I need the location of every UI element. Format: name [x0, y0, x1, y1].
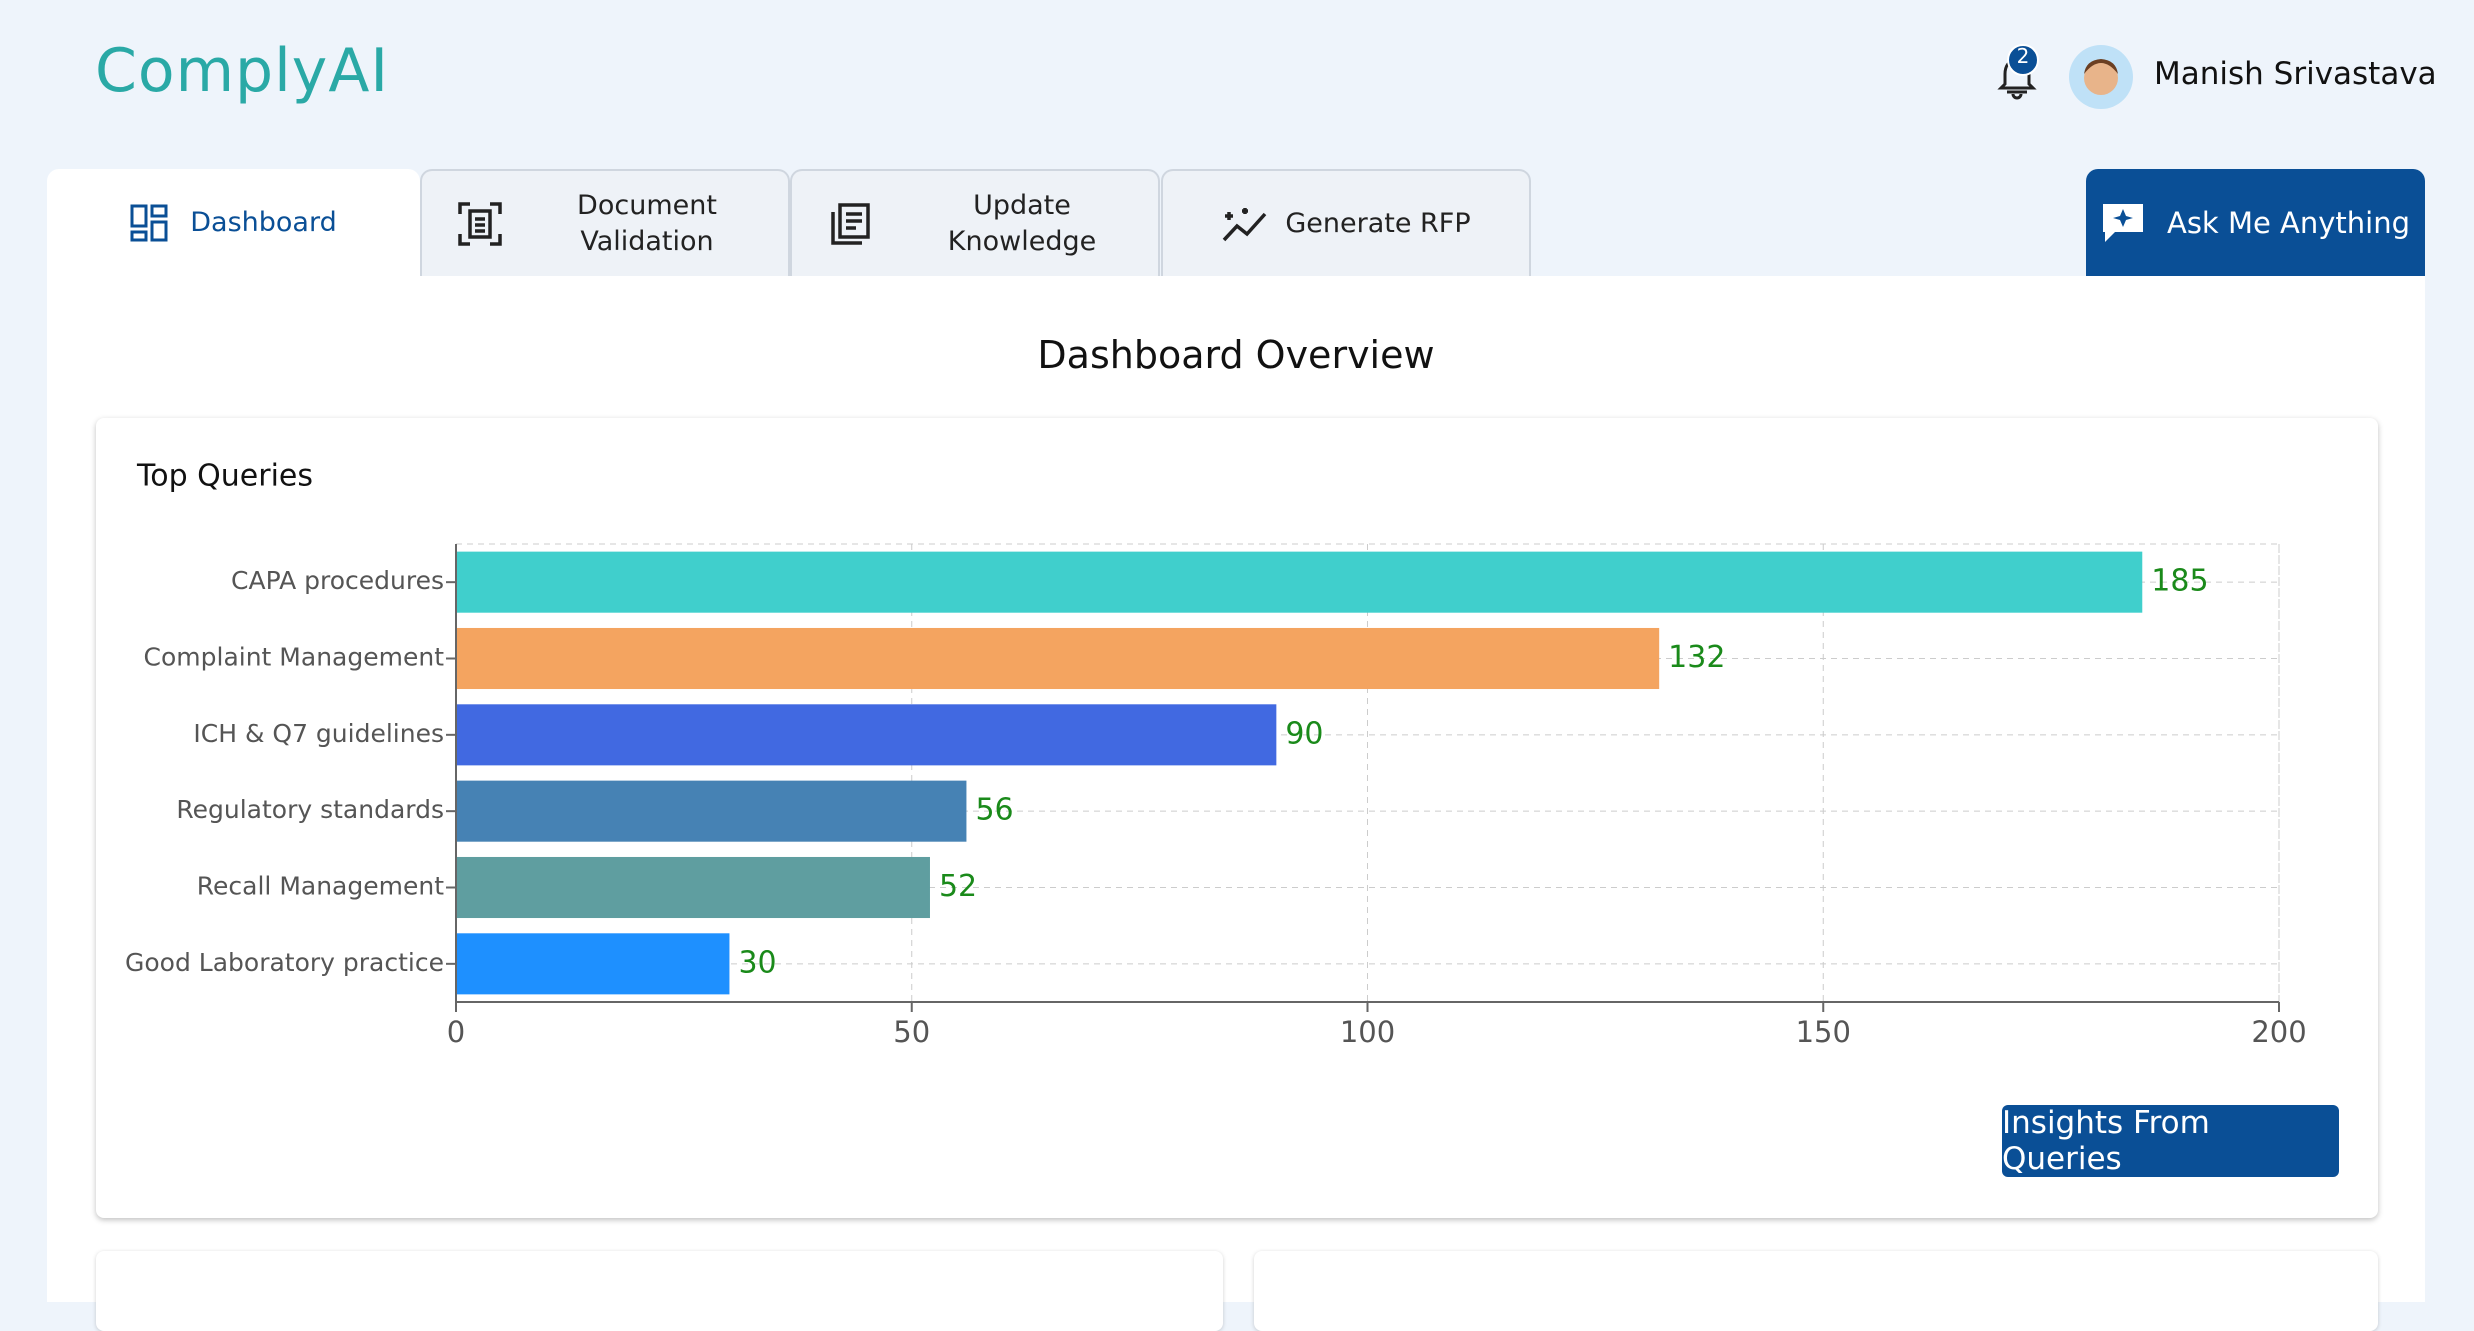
- y-tick-label: ICH & Q7 guidelines: [193, 719, 444, 748]
- tab-icon: [458, 201, 502, 246]
- y-tick-label: Good Laboratory practice: [125, 948, 444, 977]
- x-tick-label: 150: [1796, 1015, 1851, 1049]
- notification-badge: 2: [2016, 44, 2030, 68]
- user-name[interactable]: Manish Srivastava: [2154, 56, 2437, 92]
- y-tick-label: CAPA procedures: [231, 566, 444, 595]
- avatar[interactable]: [2068, 44, 2134, 110]
- tab-label: Dashboard: [190, 206, 337, 238]
- tab[interactable]: Document Validation: [420, 169, 790, 276]
- page-title: Dashboard Overview: [1037, 333, 1435, 377]
- tab-label: Generate RFP: [1285, 207, 1471, 239]
- logo[interactable]: ComplyAI: [95, 36, 390, 106]
- bar: [456, 551, 2143, 613]
- ask-button[interactable]: Ask Me Anything: [2086, 169, 2425, 276]
- y-tick-label: Regulatory standards: [176, 795, 444, 824]
- chart: Top Queries 0 50 100 150 200 CAPA procedures 1…: [125, 459, 2307, 1050]
- chart-title: Top Queries: [136, 459, 313, 494]
- value-label: 56: [975, 793, 1013, 828]
- insights-button[interactable]: Insights From Queries: [2002, 1105, 2339, 1177]
- tab-label: Document Validation: [577, 189, 717, 257]
- ask-label: Ask Me Anything: [2166, 205, 2411, 240]
- tab[interactable]: Dashboard: [47, 169, 420, 276]
- x-tick-label: 50: [893, 1015, 930, 1049]
- tab-icon: [831, 202, 870, 245]
- page: ComplyAI 2 Manish Srivastava Dashboard D…: [47, 36, 2437, 1331]
- y-tick-label: Recall Management: [197, 872, 444, 901]
- bar: [456, 627, 1660, 690]
- bar: [456, 933, 730, 995]
- bell-icon[interactable]: [1985, 42, 2045, 102]
- y-tick-label: Complaint Management: [144, 643, 445, 672]
- bar: [456, 780, 967, 842]
- tab[interactable]: Update Knowledge: [790, 169, 1160, 276]
- x-tick-label: 0: [447, 1015, 465, 1049]
- tab[interactable]: Generate RFP: [1161, 169, 1531, 276]
- chat-icon: [2102, 203, 2143, 242]
- bar: [456, 856, 930, 919]
- value-label: 52: [939, 869, 977, 904]
- value-label: 185: [2151, 564, 2208, 599]
- bar: [456, 704, 1277, 766]
- tab-icon: [1223, 207, 1267, 241]
- value-label: 90: [1285, 716, 1323, 751]
- value-label: 30: [738, 945, 776, 980]
- x-tick-label: 200: [2251, 1015, 2306, 1049]
- value-label: 132: [1668, 640, 1725, 675]
- tab-label: Update Knowledge: [947, 189, 1097, 257]
- x-tick-label: 100: [1340, 1015, 1395, 1049]
- tab-icon: [130, 204, 168, 241]
